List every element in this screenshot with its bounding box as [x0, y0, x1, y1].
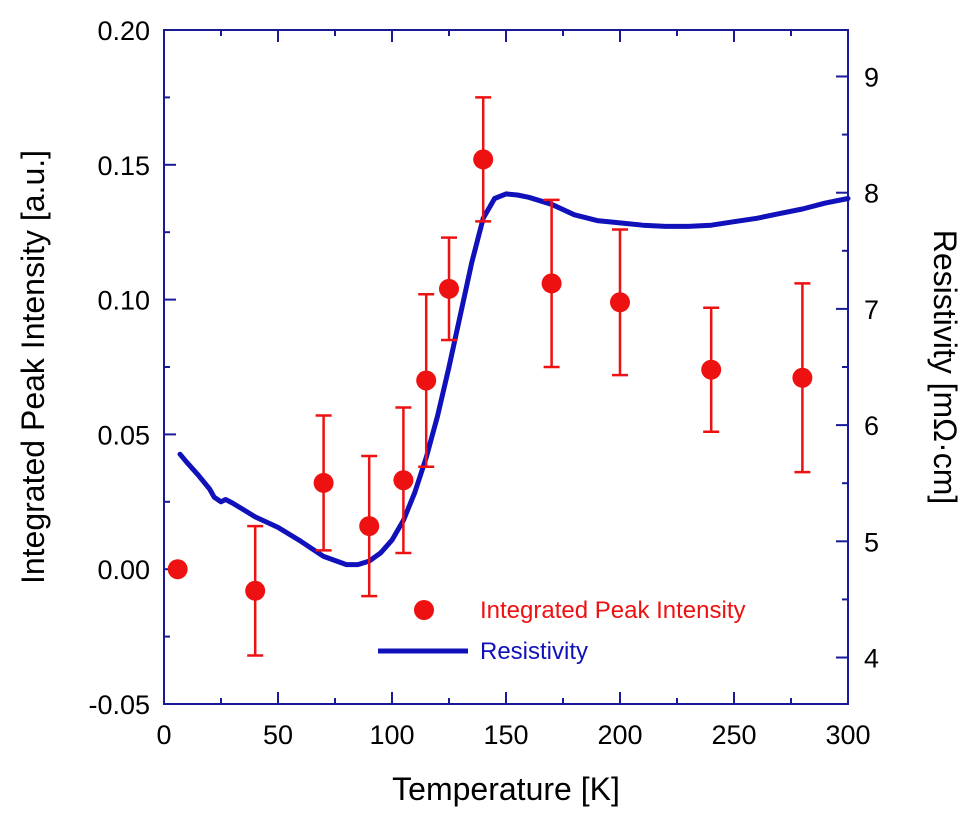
resistivity-line	[177, 191, 851, 568]
intensity-point	[439, 278, 459, 299]
y2-tick-label: 7	[864, 295, 879, 325]
axis-ticks	[163, 29, 849, 705]
x-axis-title: Temperature [K]	[392, 771, 620, 807]
x-tick-label: 300	[825, 720, 870, 750]
x-tick-label: 200	[597, 720, 642, 750]
intensity-point	[167, 559, 188, 580]
x-tick-label: 50	[263, 720, 293, 750]
resistivity-series	[177, 191, 851, 568]
intensity-point	[245, 580, 266, 601]
x-tick-label: 150	[483, 720, 528, 750]
x-tick-label: 250	[711, 720, 756, 750]
y2-tick-label: 8	[864, 179, 879, 209]
x-tick-label: 0	[156, 720, 171, 750]
intensity-point	[416, 370, 437, 391]
intensity-point	[313, 472, 334, 493]
y-axis-title: Integrated Peak Intensity [a.u.]	[15, 150, 51, 584]
y2-tick-label: 9	[864, 62, 879, 92]
y-tick-label: 0.05	[97, 420, 150, 450]
y-tick-label: -0.05	[88, 690, 150, 720]
y2-tick-label: 4	[864, 644, 879, 674]
intensity-point	[359, 516, 380, 537]
y-tick-label: 0.15	[97, 151, 150, 181]
intensity-point	[610, 292, 630, 313]
intensity-series	[167, 96, 813, 657]
y2-tick-label: 6	[864, 411, 879, 441]
intensity-point	[792, 367, 813, 388]
legend-label-resistivity: Resistivity	[480, 638, 588, 665]
axis-tick-labels: 0 50 100 150 200 250 300 -0.05 0.00 0.05 0.10 0.15 0…	[88, 16, 879, 750]
intensity-point	[473, 149, 494, 170]
intensity-point	[541, 273, 562, 294]
intensity-point	[393, 470, 414, 491]
legend: Integrated Peak Intensity Resistivity	[378, 597, 746, 665]
intensity-point	[701, 359, 722, 380]
y-tick-label: 0.10	[97, 286, 150, 316]
legend-label-intensity: Integrated Peak Intensity	[480, 597, 746, 624]
x-tick-label: 100	[369, 720, 414, 750]
y2-axis-title: Resistivity [mΩ·cm]	[927, 230, 963, 505]
y-tick-label: 0.20	[97, 16, 150, 46]
legend-marker-intensity	[414, 600, 434, 620]
y-tick-label: 0.00	[97, 555, 150, 585]
y2-tick-label: 5	[864, 527, 879, 557]
